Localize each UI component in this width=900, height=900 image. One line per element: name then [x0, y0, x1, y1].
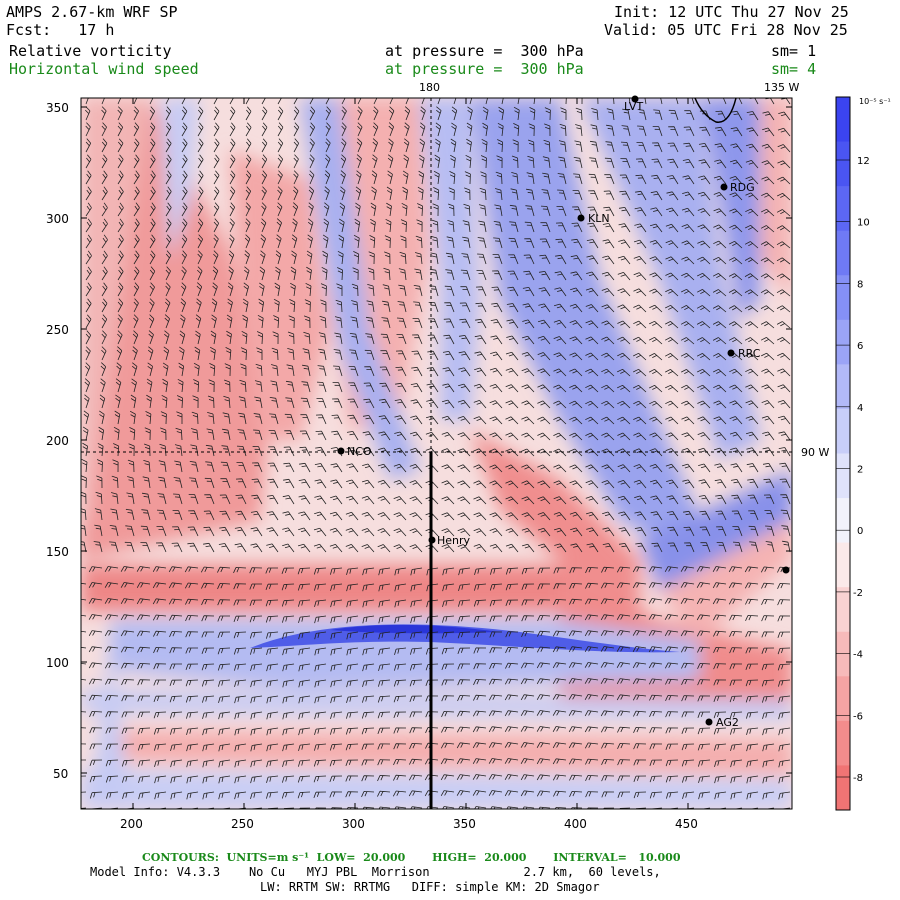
y-tick-label: 200	[46, 434, 69, 448]
colorbar-units: 10⁻⁵ s⁻¹	[859, 97, 891, 106]
colorbar-swatch	[836, 542, 850, 588]
colorbar-label: -4	[853, 650, 863, 661]
colorbar-swatches	[836, 97, 850, 811]
y-tick-label: 50	[53, 767, 68, 781]
colorbar-swatch	[836, 453, 850, 499]
smoothing-2: sm= 4	[771, 60, 817, 78]
colorbar-label: -6	[853, 711, 863, 722]
meridian-label-90w: 90 W	[801, 446, 829, 459]
field-wind-speed: Horizontal wind speed	[9, 60, 199, 78]
colorbar-label: 8	[857, 279, 863, 290]
colorbar-label: -2	[853, 588, 863, 599]
model-title: AMPS 2.67-km WRF SP	[6, 3, 178, 21]
colorbar-label: 10	[857, 218, 870, 229]
colorbar-label: 4	[857, 403, 863, 414]
valid-time: Valid: 05 UTC Fri 28 Nov 25	[604, 21, 848, 39]
colorbar-swatch	[836, 97, 850, 143]
pressure-level-2: at pressure = 300 hPa	[385, 60, 584, 78]
station-label-lvt: LVT	[624, 100, 643, 113]
contour-info: CONTOURS: UNITS=m s⁻¹ LOW= 20.000 HIGH= …	[142, 851, 681, 864]
colorbar-swatch	[836, 676, 850, 722]
station-dot-unnamed	[782, 566, 790, 574]
colorbar-swatch	[836, 631, 850, 677]
meridian-label-135w: 135 W	[764, 81, 799, 94]
model-info-line2: LW: RRTM SW: RRTMG DIFF: simple KM: 2D S…	[260, 880, 600, 894]
station-label-ag2: AG2	[716, 716, 739, 729]
colorbar-swatch	[836, 275, 850, 321]
y-tick-label: 100	[46, 656, 69, 670]
meridian-label-180: 180	[419, 81, 440, 94]
x-tick-label: 250	[231, 817, 254, 831]
vorticity-field	[81, 98, 792, 809]
colorbar-swatch	[836, 230, 850, 276]
y-tick-label: 350	[46, 101, 69, 115]
colorbar-label: 12	[857, 156, 870, 167]
y-tick-label: 250	[46, 323, 69, 337]
x-tick-label: 400	[564, 817, 587, 831]
forecast-hour: Fcst: 17 h	[6, 21, 115, 39]
smoothing-1: sm= 1	[771, 42, 817, 60]
colorbar-swatch	[836, 364, 850, 410]
station-dot-lvt	[631, 95, 639, 103]
y-tick-label: 150	[46, 545, 69, 559]
axis-ticks	[81, 98, 792, 809]
colorbar-swatch	[836, 498, 850, 544]
colorbar-label: 2	[857, 465, 863, 476]
colorbar-swatch	[836, 720, 850, 766]
x-tick-label: 300	[342, 817, 365, 831]
station-label-rrc: RRC	[738, 347, 761, 360]
station-dot-kln	[577, 214, 585, 222]
station-label-nco: NCO	[347, 445, 372, 458]
map-frame	[80, 97, 793, 810]
x-tick-label: 200	[120, 817, 143, 831]
pressure-level-1: at pressure = 300 hPa	[385, 42, 584, 60]
model-info-line1: Model Info: V4.3.3 No Cu MYJ PBL Morriso…	[90, 865, 661, 879]
station-dot-rdg	[720, 183, 728, 191]
colorbar-swatch	[836, 587, 850, 633]
station-label-kln: KLN	[588, 212, 610, 225]
init-time: Init: 12 UTC Thu 27 Nov 25	[614, 3, 849, 21]
station-dot-ag2	[705, 718, 713, 726]
colorbar-label: -8	[853, 773, 863, 784]
y-tick-label: 300	[46, 212, 69, 226]
colorbar-label: 0	[857, 526, 863, 537]
colorbar-label: 6	[857, 341, 863, 352]
colorbar-swatch	[836, 765, 850, 811]
field-vorticity: Relative vorticity	[9, 42, 172, 60]
colorbar-frame	[835, 96, 851, 811]
coastline	[694, 97, 737, 123]
x-tick-label: 450	[675, 817, 698, 831]
station-label-henry: Henry	[437, 534, 471, 547]
x-tick-label: 350	[453, 817, 476, 831]
station-dot-rrc	[727, 349, 735, 357]
station-dot-nco	[337, 447, 345, 455]
colorbar-swatch	[836, 319, 850, 365]
station-label-rdg: RDG	[730, 181, 755, 194]
station-dot-henry	[428, 536, 436, 544]
colorbar-swatch	[836, 141, 850, 187]
colorbar-swatch	[836, 408, 850, 454]
colorbar-swatch	[836, 186, 850, 232]
